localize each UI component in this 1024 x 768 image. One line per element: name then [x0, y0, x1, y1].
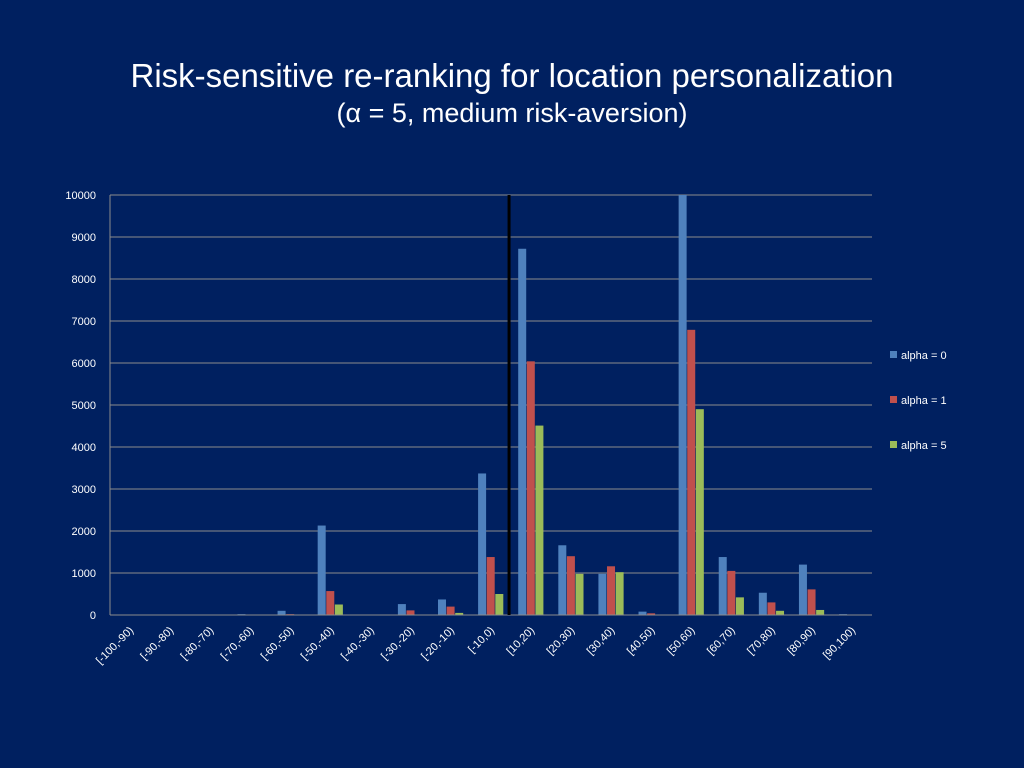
bar-alpha0: [638, 611, 647, 615]
legend-swatch: [890, 351, 897, 358]
bar-alpha1: [326, 591, 335, 615]
bar-alpha5: [695, 409, 704, 615]
y-tick-label: 1000: [72, 568, 96, 580]
legend-label: alpha = 0: [901, 350, 947, 362]
bar-alpha5: [776, 610, 785, 615]
legend-swatch: [890, 441, 897, 448]
y-tick-label: 10000: [65, 190, 96, 202]
chart-title-block: Risk-sensitive re-ranking for location p…: [0, 56, 1024, 130]
bar-alpha5: [535, 425, 544, 615]
x-tick-label: [50,60): [665, 625, 698, 658]
y-tick-label: 9000: [72, 232, 96, 244]
x-tick-label: [-100,-90): [94, 625, 136, 667]
x-tick-label: [10,20): [505, 625, 538, 658]
bar-alpha0: [598, 573, 607, 615]
x-tick-label: [-80,-70): [178, 625, 216, 663]
legend-label: alpha = 1: [901, 395, 947, 407]
x-tick-label: [-20,-10): [419, 625, 457, 663]
bar-alpha1: [687, 329, 696, 615]
bar-alpha1: [767, 602, 776, 615]
bar-alpha5: [334, 604, 343, 615]
bar-alpha1: [727, 570, 736, 615]
y-tick-label: 8000: [72, 274, 96, 286]
bar-alpha0: [798, 564, 807, 615]
chart-title: Risk-sensitive re-ranking for location p…: [130, 57, 894, 94]
bar-alpha0: [758, 592, 767, 615]
x-tick-label: [-40,-30): [339, 625, 377, 663]
bar-alpha0: [437, 599, 446, 615]
y-tick-label: 4000: [72, 442, 96, 454]
bar-alpha1: [647, 613, 656, 615]
bar-alpha1: [607, 566, 616, 615]
x-tick-label: [90,100): [821, 625, 858, 662]
x-tick-label: [-50,-40): [299, 625, 337, 663]
x-tick-label: [-60,-50): [259, 625, 297, 663]
x-tick-label: [20,30): [545, 625, 578, 658]
bar-alpha0: [678, 195, 687, 615]
bar-alpha0: [718, 557, 727, 615]
x-tick-label: [30,40): [585, 625, 618, 658]
bar-alpha0: [277, 610, 286, 615]
x-tick-label: [-70,-60): [219, 625, 257, 663]
bar-alpha5: [735, 597, 744, 615]
bar-alpha1: [526, 361, 535, 615]
bar-alpha5: [455, 612, 464, 615]
y-tick-label: 7000: [72, 316, 96, 328]
bar-alpha1: [446, 606, 455, 615]
bar-alpha0: [478, 473, 487, 615]
x-tick-label: [70,80): [745, 625, 778, 658]
bar-alpha1: [807, 589, 816, 615]
bar-alpha0: [558, 545, 567, 615]
y-tick-label: 5000: [72, 400, 96, 412]
y-tick-label: 2000: [72, 526, 96, 538]
bar-alpha5: [816, 609, 825, 615]
bar-alpha0: [397, 604, 406, 615]
legend-swatch: [890, 396, 897, 403]
bar-alpha0: [317, 525, 326, 615]
x-tick-label: [40,50): [625, 625, 658, 658]
y-tick-label: 3000: [72, 484, 96, 496]
bar-alpha5: [615, 572, 624, 615]
chart-subtitle: (α = 5, medium risk-aversion): [336, 98, 688, 128]
x-tick-label: [-30,-20): [379, 625, 417, 663]
x-tick-label: [-90,-80): [138, 625, 176, 663]
legend-label: alpha = 5: [901, 440, 947, 452]
bar-alpha1: [406, 610, 415, 615]
y-tick-label: 0: [90, 610, 96, 622]
bar-alpha1: [486, 557, 495, 615]
x-tick-label: [80,90): [785, 625, 818, 658]
bar-alpha1: [566, 556, 575, 615]
x-tick-label: [-10,0): [466, 625, 497, 656]
y-tick-label: 6000: [72, 358, 96, 370]
bar-alpha0: [518, 248, 527, 615]
bar-alpha5: [495, 594, 504, 615]
bar-alpha5: [575, 573, 584, 615]
x-tick-label: [60,70): [705, 625, 738, 658]
